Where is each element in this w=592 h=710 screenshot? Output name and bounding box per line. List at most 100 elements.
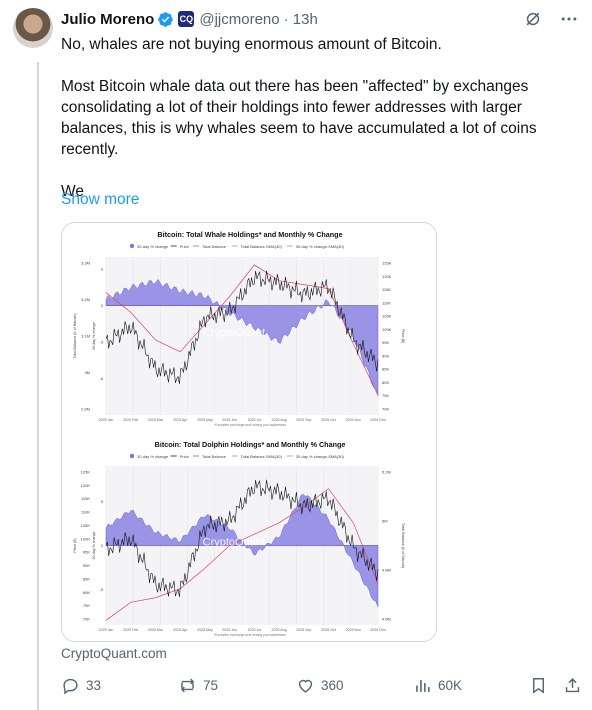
media-source[interactable]: CryptoQuant.com [61,646,167,661]
more-horizontal-icon[interactable] [558,8,580,30]
legend-label: Total Balance [202,454,227,459]
left-tick-label: 3M [84,370,90,375]
views-button[interactable]: 60K [413,676,462,695]
x-tick-label: 2025 Jun [222,418,237,422]
x-tick-label: 2025 Jan [99,628,114,632]
reply-button[interactable]: 33 [61,676,101,695]
x-tick-label: 2025 Oct [321,628,336,632]
left-tick-label: 125K [81,470,91,475]
author-handle[interactable]: @jjcmoreno [199,10,280,28]
right-tick-label: 4.8M [382,568,391,573]
x-tick-label: 2025 Mar [148,418,164,422]
chart-watermark: CryptoQuant [203,327,265,339]
x-tick-label: 2025 Aug [271,628,286,632]
like-count: 360 [321,678,344,693]
left-tick-label: 2.9M [81,407,90,412]
x-tick-label: 2025 Nov [346,628,362,632]
chart-title: Bitcoin: Total Whale Holdings* and Month… [157,230,342,239]
pct-change-area [105,493,379,607]
legend-label: 30-day % change-SMA(30) [296,454,345,459]
right-axis-label: Total Balance (# of Bitcoin) [401,523,405,569]
x-tick-label: 2025 Mar [148,628,164,632]
heart-icon [298,679,313,693]
left-tick-label: 120K [81,483,91,488]
chart-footnote: *Excludes exchange and mining pool addre… [214,423,286,427]
pct-tick-label: 3 [101,267,104,272]
tweet-paragraph: We [61,183,84,200]
right-axis-label: Price ($) [401,329,405,344]
x-tick-label: 2025 Sep [296,418,311,422]
left-tick-label: 110K [81,510,90,515]
left-tick-label: 115K [81,496,90,501]
x-tick-label: 2025 Apr [173,418,188,422]
legend-label: 30-day % change [137,454,169,459]
legend-label: Total Balance-SMA(30) [241,244,283,249]
pct-tick-label: -3 [99,340,103,345]
chart-title: Bitcoin: Total Dolphin Holdings* and Mon… [155,440,346,449]
org-badge[interactable]: CQ [178,11,195,27]
legend-swatch [129,453,135,459]
left-tick-label: 3.2M [81,297,90,302]
x-tick-label: 2025 May [197,628,213,632]
right-tick-label: 5M [382,519,388,524]
left-tick-label: 80K [83,590,90,595]
mid-axis-label: 30-day % change [92,322,96,350]
right-tick-label: 5.2M [382,470,391,475]
pct-change-area [105,279,379,397]
views-count: 60K [438,678,463,693]
left-tick-label: 95K [83,550,90,555]
x-tick-label: 2025 Oct [321,418,336,422]
right-tick-label: 85K [382,367,389,372]
reply-icon [63,678,78,695]
verified-badge-icon [158,11,174,27]
repost-button[interactable]: 75 [178,676,218,695]
pct-tick-label: 0 [101,303,104,308]
grok-icon[interactable] [522,8,544,30]
left-axis-label: Total Balance (# of Bitcoin) [73,313,77,359]
x-tick-label: 2025 Apr [173,628,188,632]
bookmark-button[interactable] [529,676,548,695]
pct-tick-label: -6 [99,376,103,381]
balance-line [105,264,379,396]
show-more-link[interactable]: Show more [61,191,140,208]
x-tick-label: 2025 Jun [222,628,237,632]
like-button[interactable]: 360 [296,676,344,695]
balance-line [105,488,379,621]
right-tick-label: 105K [382,314,392,319]
left-tick-label: 100K [81,536,91,541]
x-tick-label: 2025 Nov [346,418,362,422]
x-tick-label: 2025 Dec [370,628,386,632]
timestamp[interactable]: · 13h [283,10,318,28]
thread-line [37,62,39,710]
right-tick-label: 120K [382,274,392,279]
right-tick-label: 4.6M [382,617,391,622]
share-icon [565,678,580,693]
tweet-media-image[interactable]: Bitcoin: Total Whale Holdings* and Month… [61,222,437,642]
right-tick-label: 110K [382,300,391,305]
author-name[interactable]: Julio Moreno [61,10,155,28]
avatar[interactable] [13,8,53,48]
repost-icon [180,678,195,693]
x-tick-label: 2025 Dec [370,418,386,422]
tweet-paragraph: Most Bitcoin whale data out there has be… [61,78,537,158]
tweet-header: Julio Moreno CQ @jjcmoreno · 13h [61,8,580,30]
x-tick-label: 2025 Sep [296,628,311,632]
legend-label: Total Balance-SMA(30) [241,454,283,459]
right-tick-label: 70K [382,407,389,412]
action-bar: 33 75 360 60K [61,676,581,698]
left-tick-label: 90K [83,563,90,568]
legend-label: Total Balance [202,244,227,249]
left-tick-label: 85K [83,576,90,581]
right-tick-label: 80K [382,380,389,385]
x-tick-label: 2025 Jul [248,418,262,422]
left-axis-label: Price ($) [73,538,77,553]
x-tick-label: 2025 Feb [123,628,138,632]
x-tick-label: 2025 Jul [248,628,262,632]
share-button[interactable] [563,676,582,695]
tweet-paragraph: No, whales are not buying enormous amoun… [61,36,442,53]
right-tick-label: 100K [382,327,392,332]
left-tick-label: 105K [81,523,91,528]
legend-label: Price [180,454,190,459]
price-line [105,270,379,385]
x-tick-label: 2025 May [197,418,213,422]
